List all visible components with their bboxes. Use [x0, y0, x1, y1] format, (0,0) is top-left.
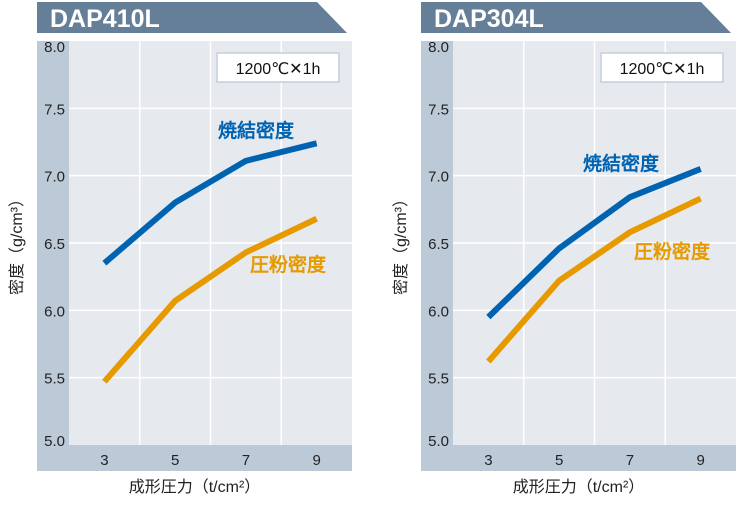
y-tick-label: 5.5 [44, 371, 65, 388]
x-tick-label: 5 [171, 452, 179, 469]
y-tick-label: 5.5 [428, 371, 449, 388]
chart-dap304l: DAP304L 5.0 5.5 6.0 6.5 7.0 7.5 8.0 3 5 7 9 1200℃✕1h… [392, 2, 736, 496]
y-tick-label: 5.0 [44, 433, 65, 450]
y-tick-label: 8.0 [428, 39, 449, 56]
series-label: 焼結密度 [583, 152, 660, 175]
chart-title: DAP304L [434, 5, 544, 33]
x-tick-label: 7 [626, 452, 634, 469]
x-axis-label: 成形圧力（t/cm²） [513, 478, 645, 496]
y-axis-label: 密度（g/cm³） [8, 191, 26, 295]
x-tick-label: 9 [312, 452, 320, 469]
x-tick-label: 7 [242, 452, 250, 469]
y-tick-label: 7.0 [44, 169, 65, 186]
series-label: 圧粉密度 [250, 253, 327, 276]
x-axis-label: 成形圧力（t/cm²） [129, 478, 261, 496]
y-tick-label: 8.0 [44, 39, 65, 56]
condition-label: 1200℃✕1h [236, 61, 321, 78]
y-tick-label: 6.5 [428, 236, 449, 253]
series-label: 圧粉密度 [634, 240, 711, 263]
chart-title: DAP410L [50, 5, 160, 33]
y-tick-label: 7.0 [428, 169, 449, 186]
y-tick-label: 6.5 [44, 236, 65, 253]
y-tick-label: 6.0 [428, 303, 449, 320]
x-tick-label: 9 [696, 452, 704, 469]
y-tick-label: 6.0 [44, 303, 65, 320]
y-axis-label: 密度（g/cm³） [392, 191, 410, 295]
condition-label: 1200℃✕1h [620, 61, 705, 78]
x-tick-label: 3 [484, 452, 492, 469]
y-tick-label: 7.5 [428, 101, 449, 118]
chart-dap410l: DAP410L 5.0 5.5 6.0 6.5 7.0 7.5 8.0 3 5 7 9 1200℃✕1h… [8, 2, 352, 496]
y-tick-label: 7.5 [44, 101, 65, 118]
x-tick-label: 3 [100, 452, 108, 469]
x-tick-label: 5 [555, 452, 563, 469]
series-label: 焼結密度 [218, 119, 295, 142]
y-tick-label: 5.0 [428, 433, 449, 450]
